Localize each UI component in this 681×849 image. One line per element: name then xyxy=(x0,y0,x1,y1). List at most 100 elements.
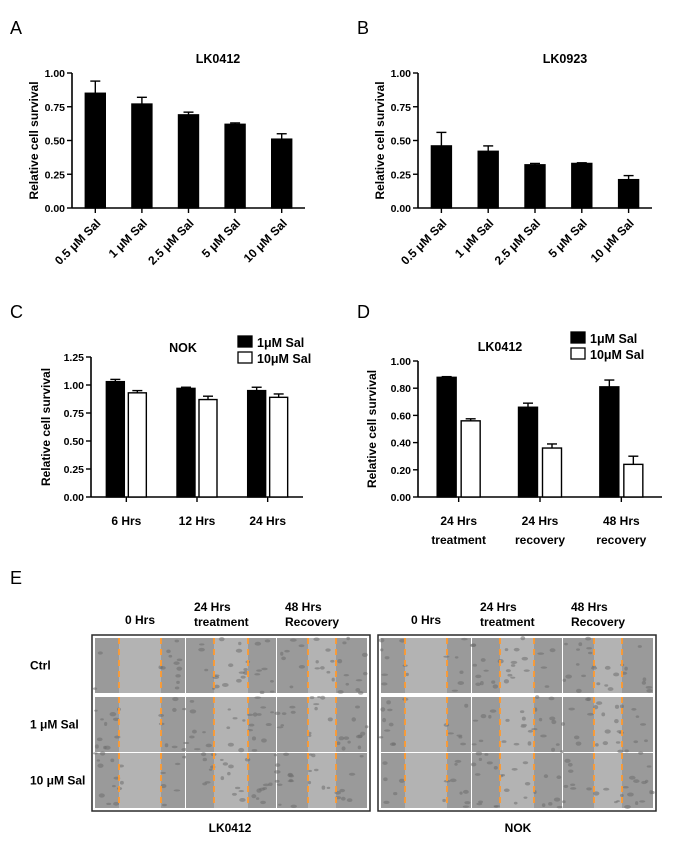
cell xyxy=(226,726,231,730)
y-tick-label: 1.00 xyxy=(391,356,412,368)
cell xyxy=(254,641,262,646)
y-tick-label: 0.25 xyxy=(64,464,85,476)
cell xyxy=(511,768,518,771)
wound-area xyxy=(308,753,336,808)
chart-title: LK0923 xyxy=(543,52,588,66)
cell xyxy=(637,645,642,648)
cell xyxy=(541,803,546,808)
cell xyxy=(238,641,242,646)
cell xyxy=(472,663,478,667)
cell xyxy=(251,794,257,799)
cell xyxy=(639,723,647,726)
cell xyxy=(575,741,582,746)
cell xyxy=(313,768,319,772)
cell xyxy=(564,642,568,646)
cell xyxy=(549,648,556,653)
cell xyxy=(308,769,312,773)
y-tick-label: 0.60 xyxy=(391,410,412,422)
cell xyxy=(326,786,331,790)
cell xyxy=(97,763,104,768)
legend-label: 1μM Sal xyxy=(257,336,304,350)
bar xyxy=(271,138,293,209)
x-category-label: 5 μM Sal xyxy=(199,216,243,260)
cell xyxy=(313,703,320,706)
cell xyxy=(359,755,364,758)
cell xyxy=(472,719,479,722)
cell xyxy=(175,674,181,678)
cell xyxy=(614,704,620,709)
cell xyxy=(641,680,646,685)
cell xyxy=(171,745,178,749)
cell xyxy=(160,666,166,670)
cell xyxy=(576,688,582,693)
cell xyxy=(380,648,384,652)
wound-area xyxy=(119,753,161,808)
cell xyxy=(176,658,183,662)
cell xyxy=(361,652,368,658)
micrograph-column-header: Recovery xyxy=(285,615,339,629)
cell xyxy=(110,758,115,763)
cell xyxy=(478,739,484,743)
cell xyxy=(274,779,280,783)
y-tick-label: 0.50 xyxy=(45,136,66,148)
legend-label: 10μM Sal xyxy=(257,352,311,366)
bar xyxy=(436,376,457,498)
cell xyxy=(544,685,550,688)
cell xyxy=(619,793,624,797)
cell xyxy=(331,677,335,682)
cell xyxy=(531,728,538,731)
cell xyxy=(276,726,284,729)
bar xyxy=(524,164,546,209)
cell xyxy=(98,793,105,798)
cell xyxy=(624,666,628,671)
cell xyxy=(631,707,637,711)
cell xyxy=(562,678,567,683)
cell xyxy=(480,714,487,719)
y-tick-label: 0.75 xyxy=(45,102,66,114)
cell xyxy=(507,673,513,677)
cell xyxy=(113,801,120,806)
bar xyxy=(460,420,481,498)
cell xyxy=(615,741,621,744)
cell xyxy=(520,725,527,728)
cell xyxy=(251,736,257,741)
cell xyxy=(274,763,281,767)
cell xyxy=(549,716,556,721)
cell xyxy=(381,682,388,686)
cell xyxy=(315,660,319,664)
cell xyxy=(189,699,195,703)
cell xyxy=(290,710,296,714)
cell xyxy=(527,729,534,733)
cell xyxy=(231,792,237,796)
cell xyxy=(160,771,167,774)
cell xyxy=(276,783,283,786)
cell xyxy=(503,788,510,793)
cell xyxy=(573,735,580,740)
cell xyxy=(238,671,245,674)
bar xyxy=(84,92,107,209)
cell xyxy=(604,665,611,670)
cell xyxy=(289,778,293,783)
micrograph-row-label: 1 μM Sal xyxy=(30,718,79,732)
chart-title: LK0412 xyxy=(478,340,523,354)
cell xyxy=(607,687,614,691)
cell xyxy=(633,779,640,783)
cell xyxy=(99,751,106,756)
x-category-label: 0.5 μM Sal xyxy=(52,216,103,267)
cell xyxy=(488,714,492,719)
micrograph-column-header: 48 Hrs xyxy=(571,600,608,614)
cell xyxy=(519,710,525,714)
micrograph-caption: LK0412 xyxy=(209,821,252,835)
cell xyxy=(239,797,246,802)
x-category-label: 5 μM Sal xyxy=(546,216,590,260)
cell xyxy=(360,731,366,736)
cell xyxy=(92,687,98,690)
cell xyxy=(534,695,540,699)
micrograph-column-header: 48 Hrs xyxy=(285,600,322,614)
cell xyxy=(160,783,167,789)
cell xyxy=(281,712,287,716)
cell xyxy=(158,713,165,717)
cell xyxy=(232,717,238,720)
x-category-label: 12 Hrs xyxy=(179,514,216,528)
cell xyxy=(260,800,266,805)
